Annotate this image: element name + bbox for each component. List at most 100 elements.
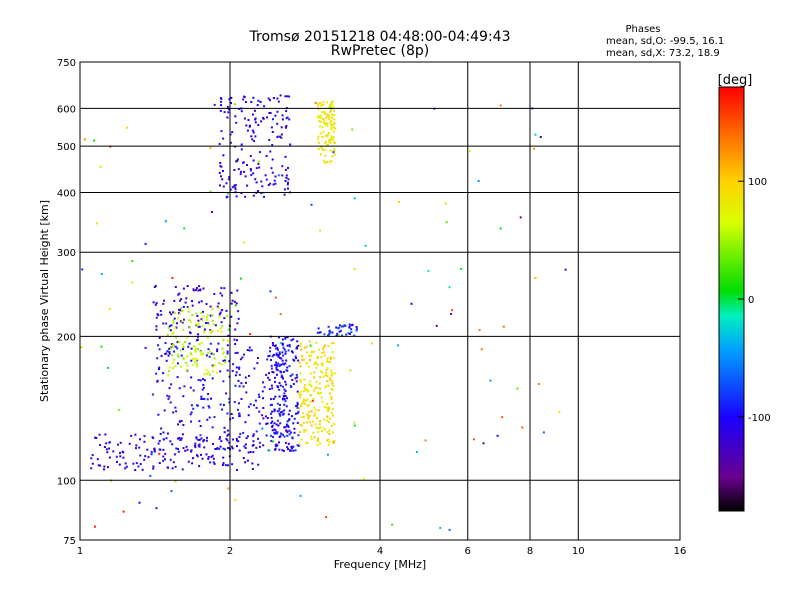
data-point: [270, 412, 272, 415]
data-point: [201, 457, 204, 460]
data-point: [330, 103, 333, 105]
data-point: [202, 440, 205, 443]
data-point: [334, 127, 336, 130]
data-point: [219, 162, 222, 164]
data-point: [322, 159, 325, 162]
data-point: [496, 434, 499, 437]
data-point: [177, 355, 180, 358]
data-point: [343, 324, 346, 327]
data-point: [276, 373, 278, 376]
data-point: [174, 327, 177, 330]
data-point: [223, 317, 226, 320]
data-point: [320, 116, 323, 119]
data-point: [326, 375, 329, 377]
data-point: [306, 389, 309, 392]
data-point: [271, 425, 274, 428]
data-point: [298, 362, 301, 364]
data-point: [209, 330, 212, 333]
data-point: [296, 345, 299, 348]
data-point: [323, 354, 326, 357]
data-point: [278, 412, 281, 415]
data-point: [190, 353, 193, 356]
data-point: [203, 446, 206, 449]
data-point: [155, 507, 158, 510]
data-point: [213, 364, 216, 367]
data-point: [299, 431, 302, 434]
data-point: [322, 101, 325, 104]
data-point: [284, 390, 287, 392]
data-point: [305, 442, 308, 445]
data-point: [146, 448, 149, 451]
data-point: [212, 353, 215, 356]
data-point: [141, 468, 144, 471]
data-point: [285, 383, 288, 386]
data-point: [350, 331, 353, 334]
data-point: [175, 447, 178, 450]
data-point: [391, 523, 394, 526]
data-point: [212, 365, 215, 368]
data-point: [295, 380, 298, 383]
data-point: [312, 431, 315, 434]
data-point: [219, 436, 222, 439]
data-point: [158, 348, 161, 351]
data-point: [94, 436, 97, 439]
data-point: [318, 392, 321, 395]
data-point: [280, 363, 283, 366]
data-point: [273, 422, 276, 425]
data-point: [317, 138, 320, 141]
data-point: [333, 123, 336, 126]
y-tick-label: 300: [57, 248, 76, 259]
data-point: [317, 141, 320, 144]
data-point: [279, 94, 282, 97]
data-point: [278, 388, 281, 391]
data-point: [139, 454, 142, 457]
data-point: [222, 447, 225, 450]
data-point: [271, 131, 274, 133]
data-point: [220, 130, 223, 133]
data-point: [250, 349, 253, 352]
data-point: [284, 155, 287, 158]
data-point: [516, 387, 519, 390]
data-point: [251, 113, 254, 116]
data-point: [282, 412, 285, 415]
data-point: [298, 392, 300, 395]
data-point: [287, 413, 290, 416]
x-axis-ticks: 1 2 4 6 8 10 16: [77, 546, 687, 557]
data-point: [319, 331, 322, 334]
data-point: [322, 346, 325, 348]
data-point: [348, 326, 351, 329]
data-point: [176, 362, 179, 365]
data-point: [332, 138, 334, 141]
data-point: [191, 314, 194, 317]
data-point: [240, 398, 243, 400]
data-point: [321, 371, 324, 374]
data-point: [200, 437, 203, 440]
data-point: [192, 289, 195, 292]
data-point: [165, 352, 168, 355]
data-point: [250, 173, 253, 176]
data-point: [195, 436, 198, 439]
data-point: [181, 321, 184, 324]
data-point: [213, 293, 216, 295]
data-point: [276, 444, 279, 447]
data-point: [539, 136, 542, 138]
data-point: [119, 451, 121, 454]
data-point: [90, 467, 93, 470]
data-point: [245, 381, 247, 384]
y-tick-label: 200: [57, 332, 76, 343]
data-point: [228, 98, 231, 101]
data-point: [291, 415, 293, 418]
data-point: [272, 371, 275, 374]
data-point: [319, 229, 322, 232]
data-point: [234, 188, 237, 191]
data-point: [261, 427, 264, 430]
data-point: [310, 424, 313, 427]
data-point: [274, 380, 276, 383]
data-point: [289, 143, 292, 146]
data-point: [108, 447, 111, 450]
colorbar-label: [deg]: [718, 73, 753, 88]
data-point: [218, 316, 221, 319]
data-point: [310, 410, 313, 413]
data-point: [234, 184, 237, 186]
data-point: [192, 364, 195, 366]
